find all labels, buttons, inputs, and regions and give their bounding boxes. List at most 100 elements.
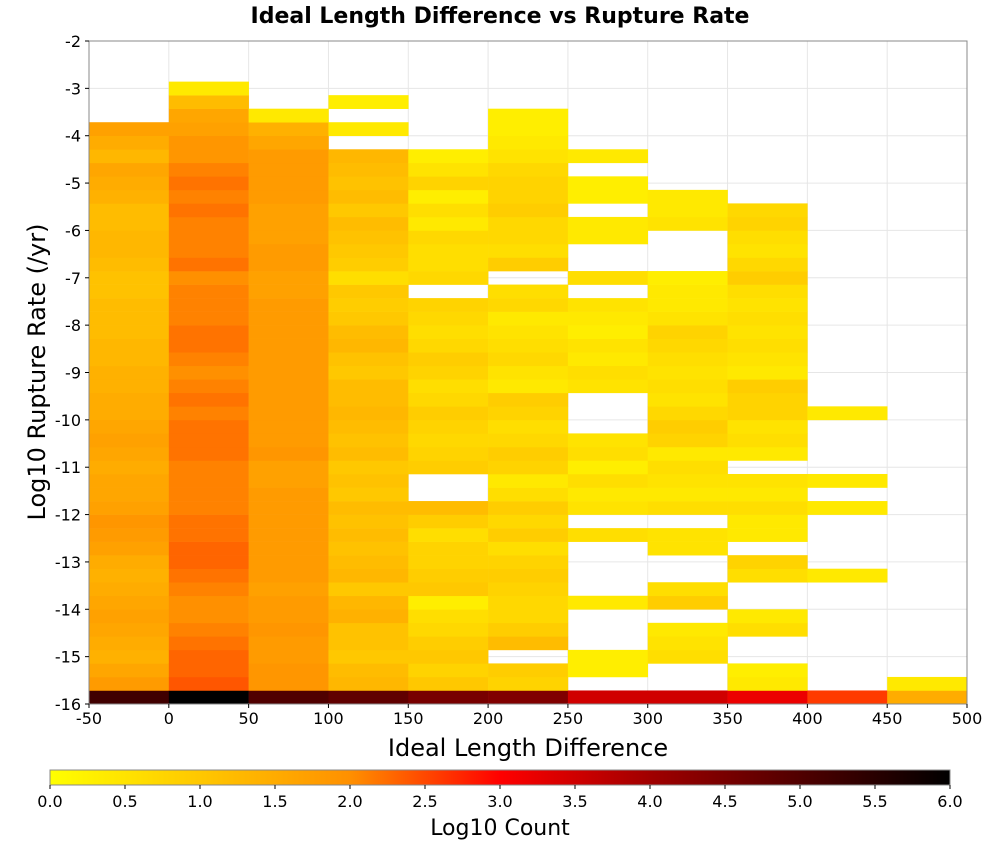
heatmap-cell <box>89 663 170 678</box>
x-tick-label: -50 <box>76 709 102 728</box>
heatmap-cell <box>89 528 170 542</box>
heatmap-cell <box>408 514 489 529</box>
heatmap-cell <box>408 528 489 542</box>
heatmap-cell <box>248 433 329 448</box>
heatmap-cell <box>89 122 170 137</box>
heatmap-cell <box>567 176 649 191</box>
heatmap-cell <box>727 663 808 678</box>
heatmap-cell <box>408 433 489 448</box>
heatmap-cell <box>488 622 569 637</box>
heatmap-cell <box>168 81 249 96</box>
heatmap-cell <box>488 690 569 704</box>
heatmap-cell <box>168 392 249 407</box>
colorbar-tick-label: 4.5 <box>712 792 737 811</box>
heatmap-cell <box>89 149 170 164</box>
heatmap-cell <box>647 338 728 353</box>
heatmap-cell <box>408 541 489 556</box>
heatmap-cell <box>168 609 249 624</box>
colorbar-label: Log10 Count <box>430 816 570 841</box>
heatmap-cell <box>408 649 489 664</box>
heatmap-cell <box>408 216 489 231</box>
heatmap-cell <box>89 609 170 624</box>
heatmap-cell <box>727 392 808 407</box>
x-tick-label: 400 <box>792 709 823 728</box>
heatmap-cell <box>248 676 329 691</box>
heatmap-cell <box>727 473 808 488</box>
heatmap-cell <box>647 649 728 664</box>
heatmap-cell <box>647 690 728 704</box>
heatmap-cell <box>647 636 728 651</box>
heatmap-cell <box>328 649 409 664</box>
heatmap-cell <box>807 473 888 488</box>
heatmap-cell <box>328 473 409 488</box>
heatmap-cell <box>168 338 249 353</box>
heatmap-cell <box>89 338 170 353</box>
heatmap-cell <box>647 541 728 556</box>
heatmap-cell <box>328 514 409 529</box>
heatmap-cell <box>168 501 249 515</box>
y-tick-label: -14 <box>55 600 81 619</box>
heatmap-cell <box>328 122 409 137</box>
heatmap-cell <box>567 473 649 488</box>
heatmap-cell <box>328 298 409 312</box>
heatmap-cell <box>248 568 329 583</box>
heatmap-cell <box>408 676 489 691</box>
heatmap-cell <box>89 676 170 691</box>
heatmap-cell <box>248 271 329 285</box>
heatmap-cell <box>89 487 170 502</box>
heatmap-cell <box>168 108 249 123</box>
heatmap-cell <box>408 446 489 461</box>
x-tick-label: 150 <box>393 709 424 728</box>
heatmap-cell <box>248 365 329 380</box>
heatmap-cell <box>89 203 170 218</box>
heatmap-cell <box>328 257 409 272</box>
y-axis-ticks: -2 -3 -4 -5 -6 -7 -8 -9 -10 -11 -12 -13 -14 -15 -16 <box>55 32 89 714</box>
heatmap-cell <box>488 338 569 353</box>
heatmap-cell <box>168 352 249 367</box>
heatmap-cell <box>807 406 888 421</box>
heatmap-cell <box>89 243 170 258</box>
colorbar-tick-label: 2.0 <box>337 792 362 811</box>
heatmap-cell <box>727 338 808 353</box>
x-axis-ticks: -50 0 50 100 150 200 250 300 350 400 450 500 <box>76 704 982 728</box>
heatmap-cell <box>328 271 409 285</box>
heatmap-cell <box>328 284 409 299</box>
heatmap-cell <box>89 216 170 231</box>
heatmap-cell <box>168 257 249 272</box>
heatmap-cell <box>567 690 649 704</box>
heatmap-cell <box>248 690 329 704</box>
heatmap-cell <box>727 216 808 231</box>
y-tick-label: -6 <box>65 221 81 240</box>
heatmap-cell <box>727 379 808 394</box>
heatmap-cell <box>488 298 569 312</box>
heatmap-cell <box>488 473 569 488</box>
chart-title: Ideal Length Difference vs Rupture Rate <box>251 4 750 29</box>
heatmap-cell <box>408 189 489 204</box>
heatmap-cell <box>89 311 170 326</box>
heatmap-cell <box>328 636 409 651</box>
heatmap-cell <box>727 433 808 448</box>
heatmap-cell <box>168 419 249 434</box>
heatmap-cell <box>408 663 489 678</box>
heatmap-cell <box>488 122 569 137</box>
heatmap-cell <box>89 649 170 664</box>
heatmap-cell <box>168 514 249 529</box>
heatmap-cell <box>89 568 170 583</box>
heatmap-cell <box>248 122 329 137</box>
heatmap-cell <box>248 622 329 637</box>
heatmap-cell <box>248 162 329 177</box>
heatmap-cell <box>168 582 249 597</box>
heatmap-cell <box>248 257 329 272</box>
heatmap-cell <box>488 419 569 434</box>
colorbar-tick-label: 5.5 <box>862 792 887 811</box>
heatmap-cell <box>168 135 249 150</box>
heatmap-cell <box>89 582 170 597</box>
heatmap-cell <box>248 406 329 421</box>
heatmap-cell <box>328 338 409 353</box>
heatmap-cell <box>567 189 649 204</box>
y-tick-label: -5 <box>65 174 81 193</box>
heatmap-cell <box>488 568 569 583</box>
heatmap-cell <box>647 365 728 380</box>
x-tick-label: 500 <box>952 709 983 728</box>
